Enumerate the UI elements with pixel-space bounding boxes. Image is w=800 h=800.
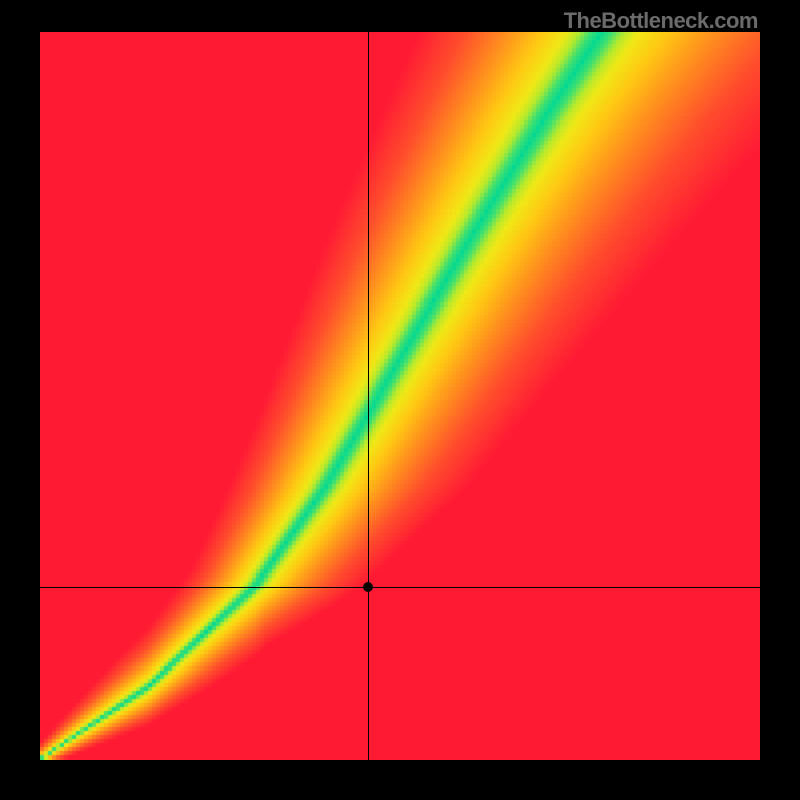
watermark-text: TheBottleneck.com <box>564 8 758 34</box>
heatmap-canvas <box>40 32 760 760</box>
crosshair-horizontal <box>40 587 760 588</box>
heatmap-plot <box>40 32 760 760</box>
marker-dot <box>363 582 373 592</box>
crosshair-vertical <box>368 32 369 760</box>
